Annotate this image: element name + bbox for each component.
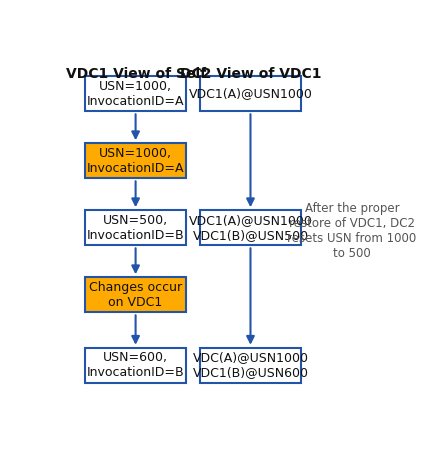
Text: VDC1 View of Self: VDC1 View of Self bbox=[65, 67, 206, 82]
Text: VDC1(A)@USN1000
VDC1(B)@USN500: VDC1(A)@USN1000 VDC1(B)@USN500 bbox=[188, 214, 313, 242]
Text: USN=1000,
InvocationID=A: USN=1000, InvocationID=A bbox=[87, 147, 184, 175]
Text: After the proper
restore of VDC1, DC2
resets USN from 1000
to 500: After the proper restore of VDC1, DC2 re… bbox=[287, 202, 416, 260]
FancyBboxPatch shape bbox=[85, 76, 186, 111]
FancyBboxPatch shape bbox=[200, 210, 301, 245]
Text: VDC(A)@USN1000
VDC1(B)@USN600: VDC(A)@USN1000 VDC1(B)@USN600 bbox=[192, 351, 309, 379]
Text: Changes occur
on VDC1: Changes occur on VDC1 bbox=[89, 281, 182, 309]
Text: VDC1(A)@USN1000: VDC1(A)@USN1000 bbox=[188, 87, 313, 100]
Text: USN=500,
InvocationID=B: USN=500, InvocationID=B bbox=[87, 214, 184, 242]
Text: USN=1000,
InvocationID=A: USN=1000, InvocationID=A bbox=[87, 80, 184, 108]
FancyBboxPatch shape bbox=[85, 277, 186, 312]
Text: USN=600,
InvocationID=B: USN=600, InvocationID=B bbox=[87, 351, 184, 379]
FancyBboxPatch shape bbox=[85, 348, 186, 383]
FancyBboxPatch shape bbox=[200, 348, 301, 383]
FancyBboxPatch shape bbox=[85, 143, 186, 178]
FancyBboxPatch shape bbox=[200, 76, 301, 111]
Text: DC2 View of VDC1: DC2 View of VDC1 bbox=[180, 67, 321, 82]
FancyBboxPatch shape bbox=[85, 210, 186, 245]
